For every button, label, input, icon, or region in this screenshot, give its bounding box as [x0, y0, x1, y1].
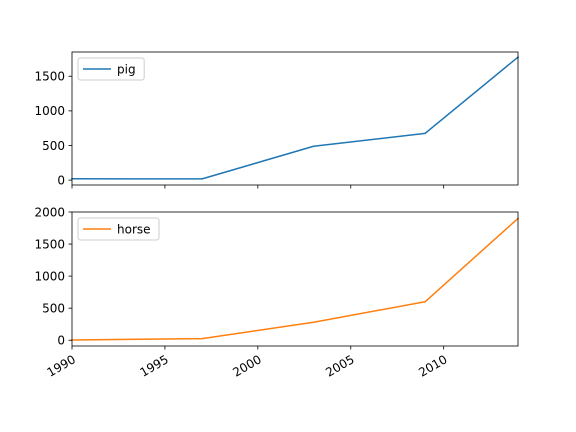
data-point-pig-2009	[424, 132, 426, 135]
legend-label-pig: pig	[117, 63, 136, 77]
data-point-horse-2009	[424, 301, 426, 303]
legend-box	[77, 217, 160, 241]
y-tick-label-0: 0	[57, 173, 65, 187]
axes-frame	[71, 51, 519, 186]
data-point-horse-2003	[312, 321, 315, 323]
y-tick-label-1000: 1000	[34, 269, 65, 283]
y-tick-label-500: 500	[42, 139, 65, 153]
legend: pig	[77, 57, 145, 81]
data-point-horse-1997	[201, 337, 203, 340]
y-tick-label-2000: 2000	[34, 205, 65, 219]
legend: horse	[77, 217, 160, 241]
y-tick-label-1500: 1500	[34, 237, 65, 251]
data-point-pig-2003	[312, 145, 315, 148]
y-tick-label-1000: 1000	[34, 104, 65, 118]
y-tick-label-0: 0	[57, 334, 65, 348]
legend-box	[77, 57, 145, 81]
data-point-pig-1997	[201, 178, 203, 180]
legend-label-horse: horse	[117, 223, 151, 237]
subplot-pig: 0 500 1000 1500 pig	[34, 51, 520, 189]
y-tick-label-1500: 1500	[34, 70, 65, 84]
y-tick-label-500: 500	[42, 301, 65, 315]
axes-frame	[71, 211, 519, 347]
